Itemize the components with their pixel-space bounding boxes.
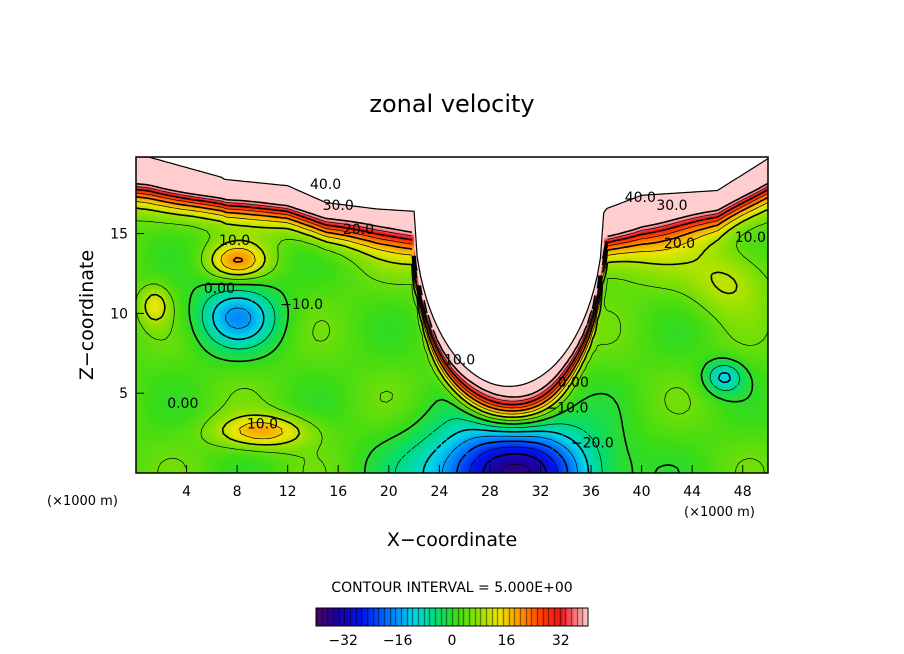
y-tick-label: 15: [110, 227, 128, 243]
colorbar-tick-label: −32: [328, 633, 358, 649]
contour-line: [136, 182, 768, 398]
contour-line: [500, 463, 531, 473]
x-tick-label: 40: [633, 484, 651, 500]
contour-line: [136, 188, 768, 406]
chart-title: zonal velocity: [369, 90, 534, 118]
contour-label: 10.0: [735, 230, 766, 246]
contour-line: [212, 297, 732, 473]
contour-line: [188, 283, 754, 473]
x-tick-label: 44: [683, 484, 701, 500]
contour-interval-text: CONTOUR INTERVAL = 5.000E+00: [331, 580, 572, 596]
x-tick-label: 32: [532, 484, 550, 500]
x-tick-label: 8: [233, 484, 242, 500]
contour-label: −20.0: [571, 436, 614, 452]
colorbar-tick-label: −16: [383, 633, 413, 649]
x-axis-label: X−coordinate: [387, 529, 517, 551]
contour-line: [482, 453, 547, 473]
contour-label: 30.0: [656, 198, 687, 214]
contour-label: 10.0: [247, 417, 278, 433]
contour-line: [201, 290, 741, 473]
colorbar-gradient: [316, 608, 588, 626]
contour-label: 30.0: [323, 198, 354, 214]
y-axis-label: Z−coordinate: [76, 250, 98, 380]
plot-frame: [135, 156, 769, 474]
contour-labels: 40.030.020.010.00.00−10.010.00.00−10.0−2…: [167, 177, 766, 452]
x-tick-label: 4: [182, 484, 191, 500]
colorbar-tick-label: 32: [552, 633, 570, 649]
colorbar-tick-label: 0: [448, 633, 457, 649]
x-unit-label-right: (×1000 m): [684, 505, 755, 520]
plot-area: 40.030.020.010.00.00−10.010.00.00−10.0−2…: [135, 156, 769, 474]
contour-line: [225, 307, 578, 473]
x-tick-label: 48: [734, 484, 752, 500]
contour-label: 10.0: [444, 353, 475, 369]
x-tick-label: 24: [430, 484, 448, 500]
x-tick-label: 28: [481, 484, 499, 500]
contour-line: [136, 220, 768, 473]
colorbar-frame: [315, 607, 589, 627]
contour-line: [469, 446, 558, 473]
contour-line: [136, 196, 768, 412]
x-tick-label: 20: [380, 484, 398, 500]
contour-label: −10.0: [546, 401, 589, 417]
contour-label: −10.0: [280, 297, 323, 313]
contour-label: 0.00: [167, 396, 198, 412]
contour-label: 20.0: [664, 236, 695, 252]
contour-label: 40.0: [310, 177, 341, 193]
contour-label: 10.0: [219, 233, 250, 249]
contour-label: 20.0: [343, 222, 374, 238]
x-tick-label: 16: [329, 484, 347, 500]
colorbar-tick-label: 16: [497, 633, 515, 649]
contour-label: 0.00: [558, 375, 589, 391]
x-tick-label: 12: [279, 484, 297, 500]
contour-label: 40.0: [625, 190, 656, 206]
contour-line: [136, 207, 768, 446]
x-axis-ticks: 4 8 12 16 20 24 28 32 36 40 44 48: [182, 465, 752, 500]
x-tick-label: 36: [582, 484, 600, 500]
y-axis-ticks: 5 10 15: [110, 227, 144, 402]
x-unit-label-left: (×1000 m): [47, 494, 118, 509]
contour-lines: [136, 157, 768, 473]
colorbar: −32 −16 0 16 32: [315, 607, 589, 649]
colorbar-ticks: −32 −16 0 16 32: [328, 633, 569, 649]
y-tick-label: 10: [110, 306, 128, 322]
contour-label: 0.00: [204, 281, 235, 297]
y-tick-label: 5: [119, 386, 128, 402]
contour-line: [136, 192, 768, 409]
domain-boundary: [136, 157, 768, 388]
